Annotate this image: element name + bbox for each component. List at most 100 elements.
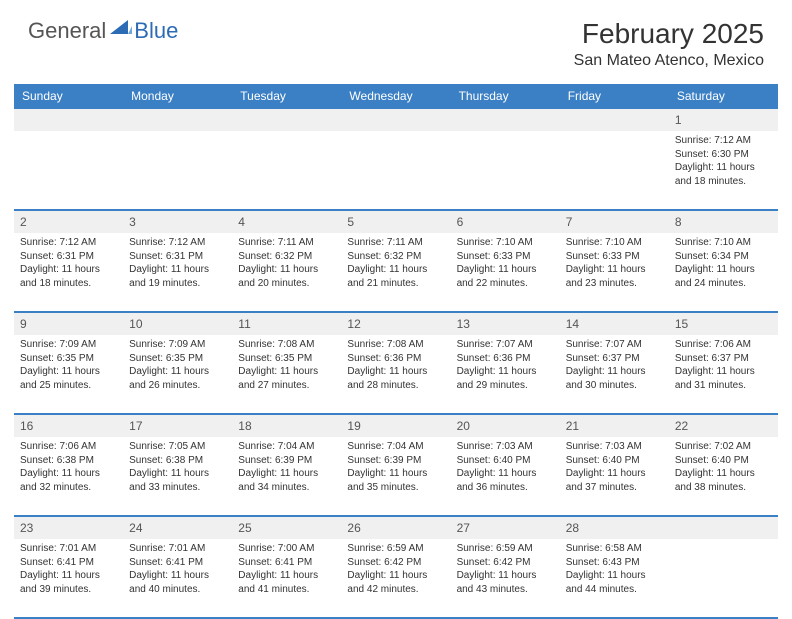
day-number-cell: 3 xyxy=(123,211,232,233)
weekday-header-cell: Wednesday xyxy=(341,84,450,108)
day-number: 7 xyxy=(566,215,573,229)
day-info: Sunrise: 7:10 AMSunset: 6:33 PMDaylight:… xyxy=(566,236,663,290)
day-number: 13 xyxy=(457,317,470,331)
day-info-cell xyxy=(232,131,341,209)
day-info-cell: Sunrise: 7:07 AMSunset: 6:37 PMDaylight:… xyxy=(560,335,669,413)
day-info: Sunrise: 7:11 AMSunset: 6:32 PMDaylight:… xyxy=(238,236,335,290)
day-info-cell: Sunrise: 7:04 AMSunset: 6:39 PMDaylight:… xyxy=(341,437,450,515)
day-number-cell: 4 xyxy=(232,211,341,233)
location-label: San Mateo Atenco, Mexico xyxy=(574,52,764,70)
week: 16171819202122Sunrise: 7:06 AMSunset: 6:… xyxy=(14,414,778,516)
week-number-row: 2345678 xyxy=(14,211,778,233)
day-number: 24 xyxy=(129,521,142,535)
day-number-cell: 19 xyxy=(341,415,450,437)
day-info: Sunrise: 7:01 AMSunset: 6:41 PMDaylight:… xyxy=(129,542,226,596)
day-info-cell: Sunrise: 7:05 AMSunset: 6:38 PMDaylight:… xyxy=(123,437,232,515)
day-number-cell: 10 xyxy=(123,313,232,335)
day-number: 14 xyxy=(566,317,579,331)
day-info: Sunrise: 7:11 AMSunset: 6:32 PMDaylight:… xyxy=(347,236,444,290)
day-info-cell: Sunrise: 7:06 AMSunset: 6:37 PMDaylight:… xyxy=(669,335,778,413)
week-info-row: Sunrise: 7:06 AMSunset: 6:38 PMDaylight:… xyxy=(14,437,778,516)
day-number-cell xyxy=(451,109,560,131)
day-info-cell: Sunrise: 7:11 AMSunset: 6:32 PMDaylight:… xyxy=(232,233,341,311)
day-info: Sunrise: 7:00 AMSunset: 6:41 PMDaylight:… xyxy=(238,542,335,596)
day-info-cell: Sunrise: 7:10 AMSunset: 6:33 PMDaylight:… xyxy=(451,233,560,311)
day-info-cell: Sunrise: 7:07 AMSunset: 6:36 PMDaylight:… xyxy=(451,335,560,413)
logo-text-general: General xyxy=(28,18,106,44)
day-info-cell: Sunrise: 6:58 AMSunset: 6:43 PMDaylight:… xyxy=(560,539,669,617)
day-info-cell xyxy=(123,131,232,209)
day-number-cell: 6 xyxy=(451,211,560,233)
day-info: Sunrise: 7:06 AMSunset: 6:37 PMDaylight:… xyxy=(675,338,772,392)
day-number-cell: 25 xyxy=(232,517,341,539)
day-number: 23 xyxy=(20,521,33,535)
day-number-cell xyxy=(14,109,123,131)
day-number: 22 xyxy=(675,419,688,433)
day-number: 25 xyxy=(238,521,251,535)
weekday-header-cell: Thursday xyxy=(451,84,560,108)
day-number: 18 xyxy=(238,419,251,433)
day-info: Sunrise: 7:06 AMSunset: 6:38 PMDaylight:… xyxy=(20,440,117,494)
day-info-cell xyxy=(341,131,450,209)
day-number-cell: 7 xyxy=(560,211,669,233)
day-number: 28 xyxy=(566,521,579,535)
day-number-cell: 23 xyxy=(14,517,123,539)
day-info-cell: Sunrise: 7:02 AMSunset: 6:40 PMDaylight:… xyxy=(669,437,778,515)
day-number: 16 xyxy=(20,419,33,433)
day-number-cell: 22 xyxy=(669,415,778,437)
day-info-cell: Sunrise: 7:12 AMSunset: 6:31 PMDaylight:… xyxy=(123,233,232,311)
week-info-row: Sunrise: 7:12 AMSunset: 6:31 PMDaylight:… xyxy=(14,233,778,312)
day-info: Sunrise: 7:12 AMSunset: 6:31 PMDaylight:… xyxy=(20,236,117,290)
day-info-cell: Sunrise: 7:10 AMSunset: 6:34 PMDaylight:… xyxy=(669,233,778,311)
day-number: 4 xyxy=(238,215,245,229)
day-number: 21 xyxy=(566,419,579,433)
day-number: 27 xyxy=(457,521,470,535)
day-number: 15 xyxy=(675,317,688,331)
day-number-cell: 8 xyxy=(669,211,778,233)
day-number: 3 xyxy=(129,215,136,229)
day-info: Sunrise: 7:07 AMSunset: 6:37 PMDaylight:… xyxy=(566,338,663,392)
day-number-cell: 24 xyxy=(123,517,232,539)
day-number-cell: 16 xyxy=(14,415,123,437)
day-info-cell: Sunrise: 7:00 AMSunset: 6:41 PMDaylight:… xyxy=(232,539,341,617)
weekday-header-cell: Tuesday xyxy=(232,84,341,108)
day-info-cell: Sunrise: 6:59 AMSunset: 6:42 PMDaylight:… xyxy=(341,539,450,617)
day-number: 11 xyxy=(238,317,250,331)
day-info: Sunrise: 7:03 AMSunset: 6:40 PMDaylight:… xyxy=(457,440,554,494)
day-number: 6 xyxy=(457,215,464,229)
day-info: Sunrise: 7:09 AMSunset: 6:35 PMDaylight:… xyxy=(20,338,117,392)
week-number-row: 9101112131415 xyxy=(14,313,778,335)
weekday-header-cell: Friday xyxy=(560,84,669,108)
week-info-row: Sunrise: 7:09 AMSunset: 6:35 PMDaylight:… xyxy=(14,335,778,414)
weekday-header-cell: Saturday xyxy=(669,84,778,108)
day-info-cell: Sunrise: 7:08 AMSunset: 6:36 PMDaylight:… xyxy=(341,335,450,413)
day-info: Sunrise: 7:05 AMSunset: 6:38 PMDaylight:… xyxy=(129,440,226,494)
day-number-cell xyxy=(232,109,341,131)
day-number: 2 xyxy=(20,215,27,229)
day-info-cell: Sunrise: 7:11 AMSunset: 6:32 PMDaylight:… xyxy=(341,233,450,311)
logo-text-blue: Blue xyxy=(134,18,178,44)
day-info: Sunrise: 7:08 AMSunset: 6:36 PMDaylight:… xyxy=(347,338,444,392)
day-info: Sunrise: 6:59 AMSunset: 6:42 PMDaylight:… xyxy=(457,542,554,596)
day-info-cell xyxy=(14,131,123,209)
day-info: Sunrise: 7:04 AMSunset: 6:39 PMDaylight:… xyxy=(347,440,444,494)
week: 2345678Sunrise: 7:12 AMSunset: 6:31 PMDa… xyxy=(14,210,778,312)
day-number: 26 xyxy=(347,521,360,535)
day-info: Sunrise: 7:09 AMSunset: 6:35 PMDaylight:… xyxy=(129,338,226,392)
week-info-row: Sunrise: 7:01 AMSunset: 6:41 PMDaylight:… xyxy=(14,539,778,618)
day-number-cell xyxy=(669,517,778,539)
day-info: Sunrise: 7:08 AMSunset: 6:35 PMDaylight:… xyxy=(238,338,335,392)
weekday-header-row: SundayMondayTuesdayWednesdayThursdayFrid… xyxy=(14,84,778,108)
day-info: Sunrise: 7:07 AMSunset: 6:36 PMDaylight:… xyxy=(457,338,554,392)
day-info-cell: Sunrise: 7:04 AMSunset: 6:39 PMDaylight:… xyxy=(232,437,341,515)
day-info: Sunrise: 7:12 AMSunset: 6:31 PMDaylight:… xyxy=(129,236,226,290)
day-number-cell: 9 xyxy=(14,313,123,335)
day-info: Sunrise: 7:10 AMSunset: 6:34 PMDaylight:… xyxy=(675,236,772,290)
day-info-cell: Sunrise: 7:03 AMSunset: 6:40 PMDaylight:… xyxy=(560,437,669,515)
day-number-cell: 18 xyxy=(232,415,341,437)
week: 1Sunrise: 7:12 AMSunset: 6:30 PMDaylight… xyxy=(14,108,778,210)
week-info-row: Sunrise: 7:12 AMSunset: 6:30 PMDaylight:… xyxy=(14,131,778,210)
day-number-cell: 17 xyxy=(123,415,232,437)
day-number-cell: 14 xyxy=(560,313,669,335)
day-number-cell: 15 xyxy=(669,313,778,335)
